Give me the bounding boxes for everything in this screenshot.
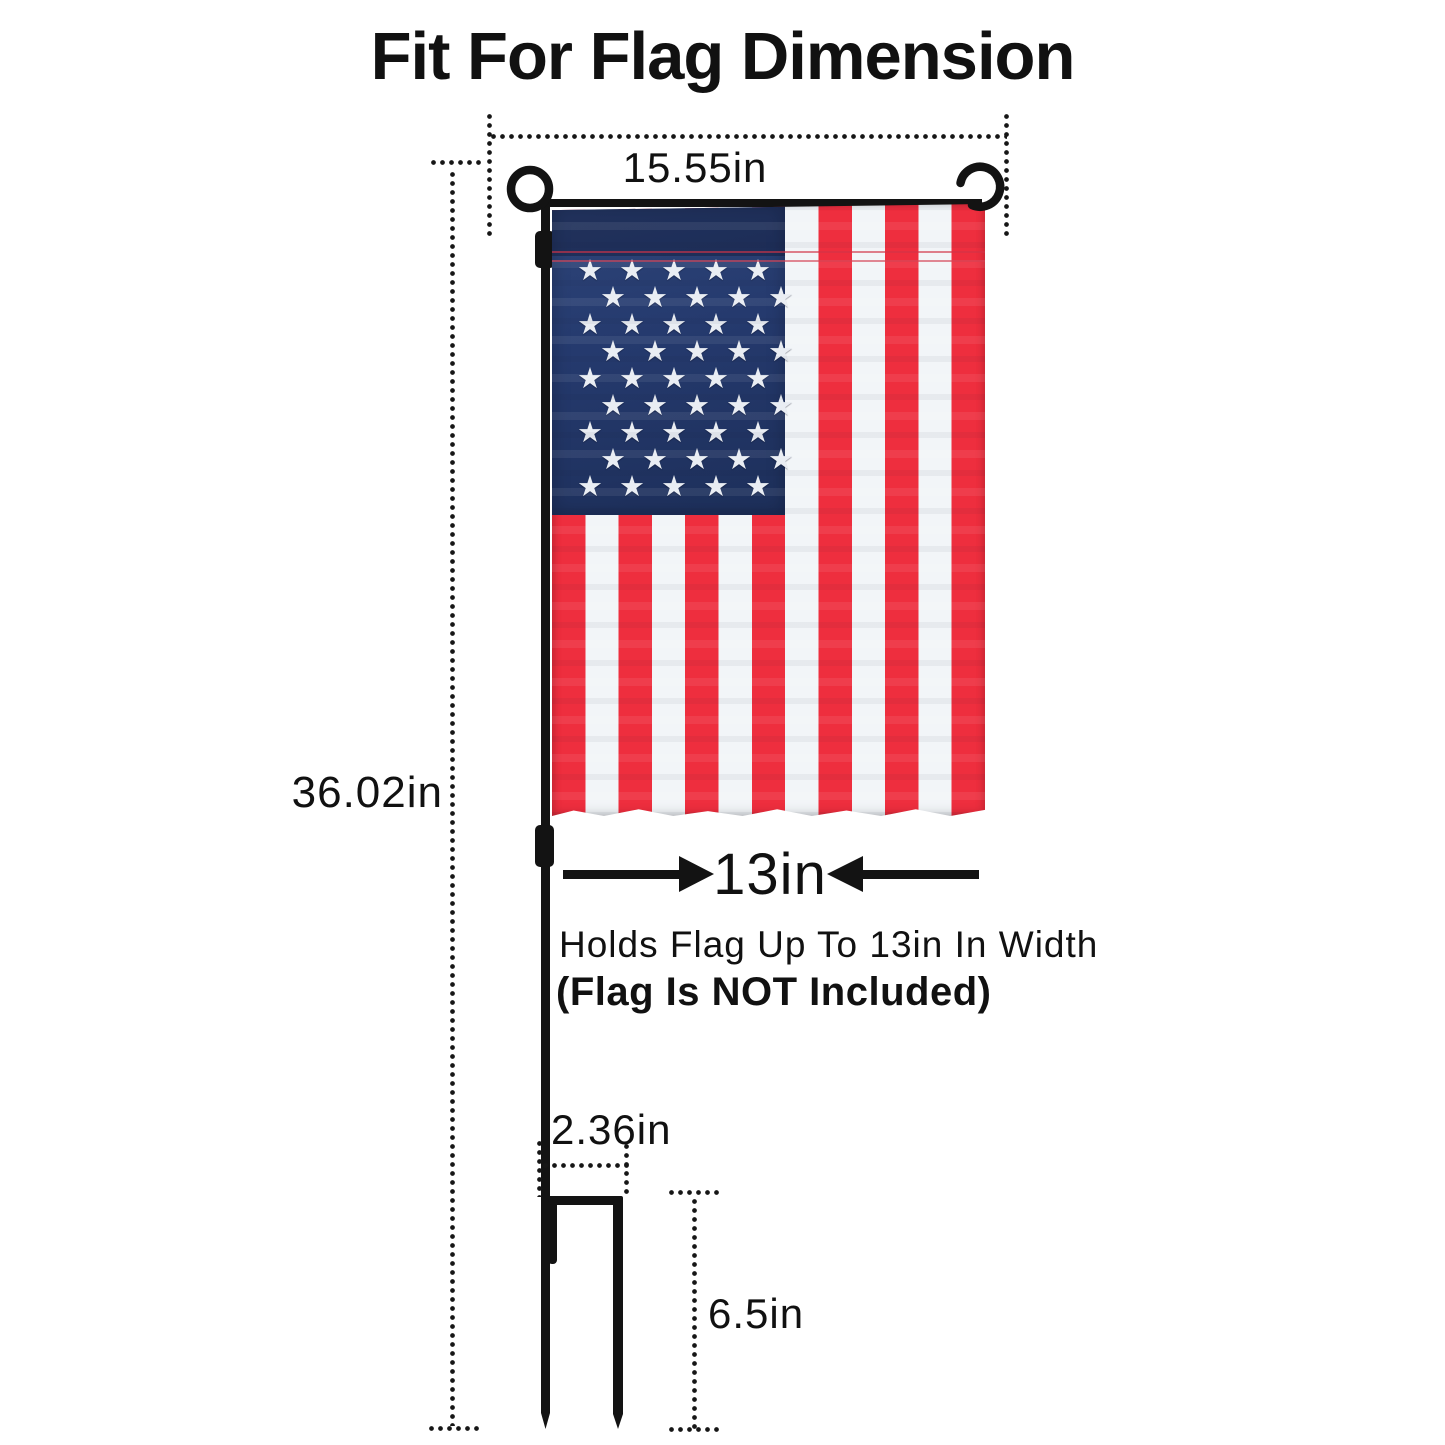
star-row: ★★★★★ bbox=[577, 255, 787, 287]
star-row: ★★★★★ bbox=[577, 417, 787, 449]
stand-fork-left-leg bbox=[548, 1196, 557, 1264]
stand-fork-top-bar bbox=[548, 1196, 623, 1205]
width-dim-tick-left bbox=[487, 112, 492, 238]
spike-dim-line bbox=[692, 1197, 697, 1429]
fork-dim-tick-left bbox=[537, 1139, 542, 1197]
spike-dim-tick-top bbox=[667, 1190, 723, 1195]
spike-dim-tick-bottom bbox=[667, 1427, 723, 1432]
height-dim-tick-top bbox=[429, 160, 484, 165]
height-dim-label: 36.02in bbox=[291, 768, 443, 817]
star-row: ★★★★★ bbox=[600, 444, 810, 476]
arrow-left-icon bbox=[827, 856, 979, 892]
stand-top-loop bbox=[506, 165, 554, 213]
note-flag-not-included: (Flag Is NOT Included) bbox=[556, 970, 992, 1014]
width-dim-line bbox=[489, 134, 1007, 139]
star-row: ★★★★★ bbox=[577, 471, 787, 503]
stand-hanger-bar bbox=[546, 199, 982, 207]
stand-pole bbox=[541, 200, 550, 1429]
width-dim-tick-right bbox=[1004, 112, 1009, 238]
page-title: Fit For Flag Dimension bbox=[370, 19, 1076, 94]
height-dim-line bbox=[450, 170, 455, 1426]
fork-dim-tick-right bbox=[624, 1142, 629, 1196]
star-row: ★★★★★ bbox=[577, 309, 787, 341]
width-dim-label: 15.55in bbox=[622, 144, 768, 191]
stand-fork-prong bbox=[613, 1196, 623, 1429]
flag-sleeve-stitch-line bbox=[552, 251, 985, 253]
stand-pole-coupling bbox=[535, 825, 554, 867]
star-row: ★★★★★ bbox=[600, 390, 810, 422]
arrow-right-icon bbox=[563, 856, 714, 892]
star-row: ★★★★★ bbox=[600, 282, 810, 314]
star-row: ★★★★★ bbox=[577, 363, 787, 395]
fork-dim-line bbox=[541, 1163, 629, 1168]
fork-width-label: 2.36in bbox=[551, 1106, 672, 1153]
note-holds-width: Holds Flag Up To 13in In Width bbox=[559, 924, 1099, 965]
stand-pole-ferrule bbox=[535, 231, 555, 268]
height-dim-tick-bottom bbox=[427, 1426, 483, 1431]
spike-depth-label: 6.5in bbox=[708, 1290, 805, 1337]
flag-star-field: ★★★★★ ★★★★★ ★★★★★ ★★★★★ ★★★★★ ★★★★★ ★★★★… bbox=[552, 255, 810, 503]
star-row: ★★★★★ bbox=[600, 336, 810, 368]
american-garden-flag: ★★★★★ ★★★★★ ★★★★★ ★★★★★ ★★★★★ ★★★★★ ★★★★… bbox=[552, 204, 985, 816]
flag-sleeve-stitch-line bbox=[552, 260, 985, 262]
stand-end-hook bbox=[956, 162, 1005, 211]
holds-width-label: 13in bbox=[713, 842, 827, 907]
